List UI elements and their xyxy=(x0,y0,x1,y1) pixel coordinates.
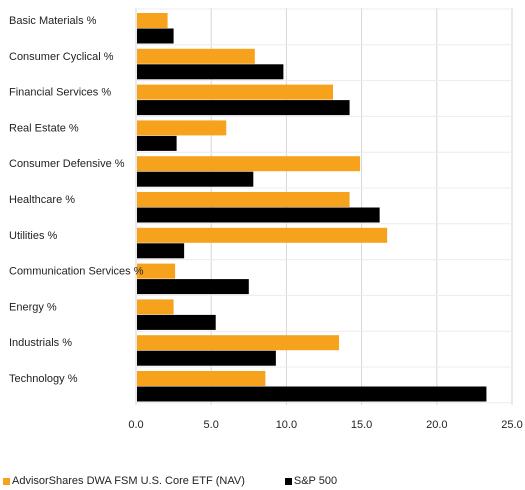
bar-sp500 xyxy=(137,350,276,366)
bar-sp500 xyxy=(137,28,174,44)
category-label: Consumer Defensive % xyxy=(9,158,125,170)
category-labels: Basic Materials % Consumer Cyclical % Fina… xyxy=(9,15,144,385)
x-tick-label: 0.0 xyxy=(128,419,143,431)
category-label: Basic Materials % xyxy=(9,15,97,27)
category-label: Healthcare % xyxy=(9,194,75,206)
bar-sp500 xyxy=(137,279,249,295)
legend-swatch-sp500 xyxy=(284,477,292,485)
bar-fund xyxy=(137,13,168,28)
bar-series xyxy=(137,13,487,402)
bar-fund xyxy=(137,263,176,279)
x-axis-tick-labels: 0.0 5.0 10.0 15.0 20.0 25.0 xyxy=(128,419,522,431)
bar-fund xyxy=(137,48,255,64)
bar-fund xyxy=(137,371,266,386)
bar-fund xyxy=(137,335,340,351)
category-label: Financial Services % xyxy=(9,87,111,99)
x-tick-label: 20.0 xyxy=(426,419,447,431)
legend-swatch-fund xyxy=(3,477,10,485)
bar-sp500 xyxy=(137,314,216,330)
bar-fund xyxy=(137,299,174,315)
bar-sp500 xyxy=(137,243,185,259)
category-label: Consumer Cyclical % xyxy=(9,51,114,63)
bar-sp500 xyxy=(137,386,487,402)
bar-fund xyxy=(137,84,334,100)
x-tick-label: 5.0 xyxy=(204,419,219,431)
x-tick-label: 10.0 xyxy=(276,419,297,431)
bar-fund xyxy=(137,227,388,243)
category-label: Communication Services % xyxy=(9,266,144,278)
category-label: Energy % xyxy=(9,301,57,313)
bar-sp500 xyxy=(137,171,254,187)
bar-fund xyxy=(137,192,350,207)
x-tick-label: 15.0 xyxy=(351,419,372,431)
bar-sp500 xyxy=(137,100,350,116)
bar-fund xyxy=(137,156,361,172)
bar-sp500 xyxy=(137,207,380,223)
bar-fund xyxy=(137,120,227,136)
legend-item-sp500: S&P 500 xyxy=(284,475,338,487)
bar-sp500 xyxy=(137,135,177,151)
category-label: Technology % xyxy=(9,373,78,385)
category-label: Industrials % xyxy=(9,337,72,349)
bar-sp500 xyxy=(137,64,284,80)
legend: AdvisorShares DWA FSM U.S. Core ETF (NAV… xyxy=(3,475,377,487)
legend-label-sp500: S&P 500 xyxy=(293,475,338,487)
grid-lines xyxy=(135,8,513,405)
category-label: Real Estate % xyxy=(9,122,79,134)
x-tick-label: 25.0 xyxy=(501,419,522,431)
legend-label-fund: AdvisorShares DWA FSM U.S. Core ETF (NAV… xyxy=(12,475,245,487)
legend-item-fund: AdvisorShares DWA FSM U.S. Core ETF (NAV… xyxy=(3,475,245,487)
category-label: Utilities % xyxy=(9,230,58,242)
